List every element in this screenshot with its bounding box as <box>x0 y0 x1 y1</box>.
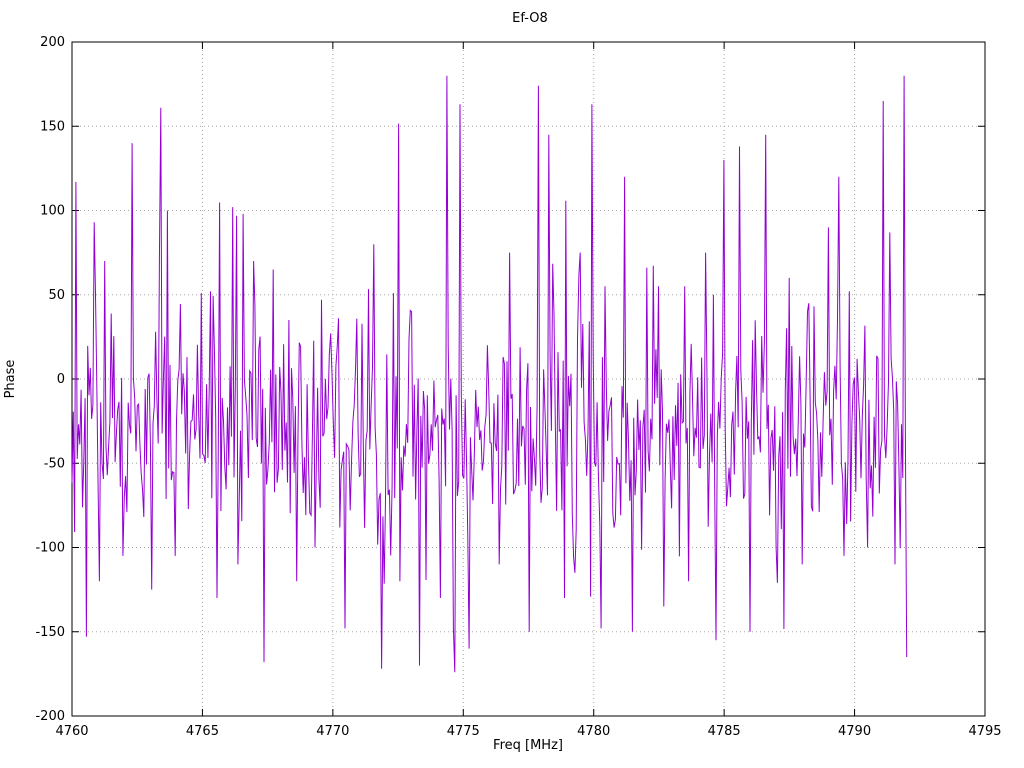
plot-border <box>71 41 986 717</box>
x-tick-label: 4780 <box>577 724 610 739</box>
x-tick-label: 4790 <box>838 724 871 739</box>
y-tick-label: 100 <box>40 204 65 219</box>
x-tick-label: 4770 <box>316 724 349 739</box>
y-tick-labels: -200 -150 -100 -50 0 50 100 150 200 <box>35 35 65 724</box>
y-tick-label: -150 <box>35 625 65 640</box>
y-tick-label: 0 <box>57 372 65 387</box>
x-tick-labels: 4760 4765 4770 4775 4780 4785 4790 4795 <box>55 724 1001 739</box>
phase-series-line <box>71 75 908 673</box>
x-tick-label: 4760 <box>55 724 88 739</box>
x-tick-label: 4775 <box>447 724 480 739</box>
y-tick-label: -50 <box>44 456 65 471</box>
y-tick-label: 200 <box>40 35 65 50</box>
y-tick-label: 150 <box>40 119 65 134</box>
x-tick-label: 4785 <box>708 724 741 739</box>
x-tick-label: 4795 <box>968 724 1001 739</box>
x-tick-label: 4765 <box>186 724 219 739</box>
y-tick-label: -200 <box>35 709 65 724</box>
y-axis-label: Phase <box>3 360 18 399</box>
x-axis-label: Freq [MHz] <box>493 738 563 753</box>
y-tick-label: 50 <box>48 288 65 303</box>
y-tick-label: -100 <box>35 541 65 556</box>
chart-title: Ef-O8 <box>512 11 548 26</box>
